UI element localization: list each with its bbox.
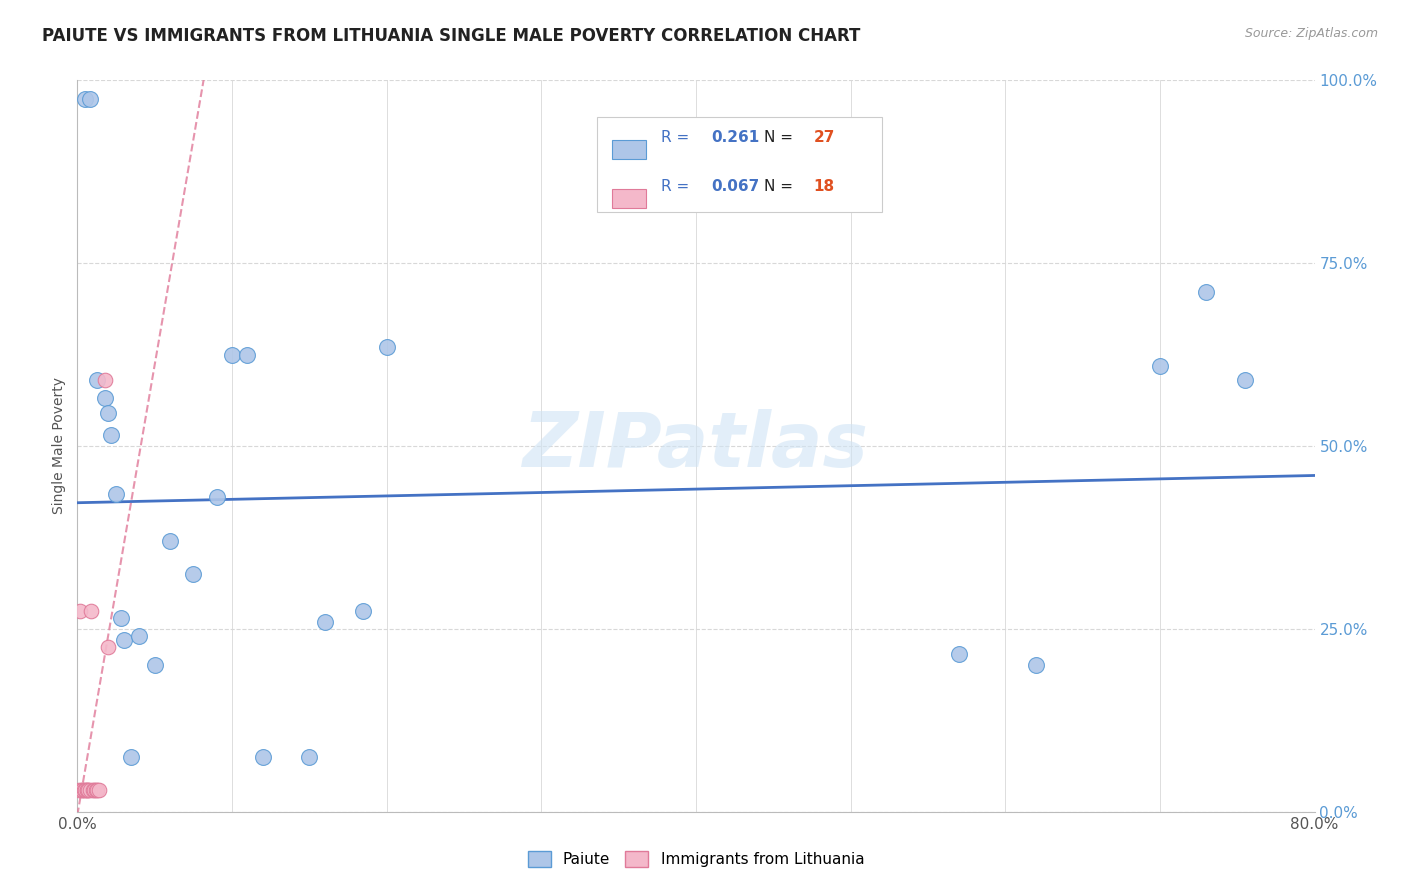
Point (86, 782, 108, 797)
Point (75, 92, 96, 106)
Text: 27: 27 (814, 130, 835, 145)
Point (82, 782, 104, 797)
FancyBboxPatch shape (612, 189, 647, 209)
Text: 18: 18 (814, 178, 835, 194)
Point (86, 373, 108, 387)
Point (110, 611, 132, 625)
Text: N =: N = (763, 130, 797, 145)
Text: R =: R = (661, 178, 695, 194)
Point (76, 782, 98, 797)
Point (97, 640, 120, 655)
FancyBboxPatch shape (612, 140, 647, 160)
Point (94, 392, 117, 406)
Text: N =: N = (763, 178, 797, 194)
Text: Source: ZipAtlas.com: Source: ZipAtlas.com (1244, 27, 1378, 40)
Point (221, 348, 243, 362)
Text: PAIUTE VS IMMIGRANTS FROM LITHUANIA SINGLE MALE POVERTY CORRELATION CHART: PAIUTE VS IMMIGRANTS FROM LITHUANIA SING… (42, 27, 860, 45)
Point (948, 648, 970, 662)
Point (72, 782, 94, 797)
Point (298, 749, 321, 764)
Point (67, 782, 90, 797)
Point (70, 782, 93, 797)
Point (105, 486, 128, 500)
Y-axis label: Single Male Poverty: Single Male Poverty (52, 377, 66, 515)
Point (76, 782, 98, 797)
Point (83, 782, 105, 797)
Text: 0.261: 0.261 (711, 130, 759, 145)
Point (77, 782, 100, 797)
Point (100, 428, 122, 442)
Point (69, 603, 91, 617)
Point (143, 658, 166, 673)
Point (1234, 373, 1257, 387)
Point (75, 782, 96, 797)
Point (314, 615, 336, 629)
Legend: Paiute, Immigrants from Lithuania: Paiute, Immigrants from Lithuania (522, 846, 870, 873)
Point (70, 782, 93, 797)
Point (159, 534, 181, 549)
Point (97, 406, 120, 420)
Point (236, 348, 259, 362)
Point (1149, 359, 1171, 373)
Point (84, 782, 107, 797)
FancyBboxPatch shape (598, 117, 882, 212)
Point (183, 567, 205, 582)
Point (87, 782, 110, 797)
Point (375, 340, 398, 354)
Point (112, 632, 135, 647)
Point (79, 92, 101, 106)
Point (94, 373, 117, 387)
Text: 0.067: 0.067 (711, 178, 759, 194)
Point (121, 749, 143, 764)
Point (1195, 285, 1218, 300)
Point (128, 629, 150, 643)
Text: R =: R = (661, 130, 695, 145)
Text: ZIPatlas: ZIPatlas (523, 409, 869, 483)
Point (252, 749, 274, 764)
Point (1025, 658, 1047, 673)
Point (79, 782, 101, 797)
Point (205, 490, 228, 504)
Point (80, 603, 103, 617)
Point (353, 603, 375, 617)
